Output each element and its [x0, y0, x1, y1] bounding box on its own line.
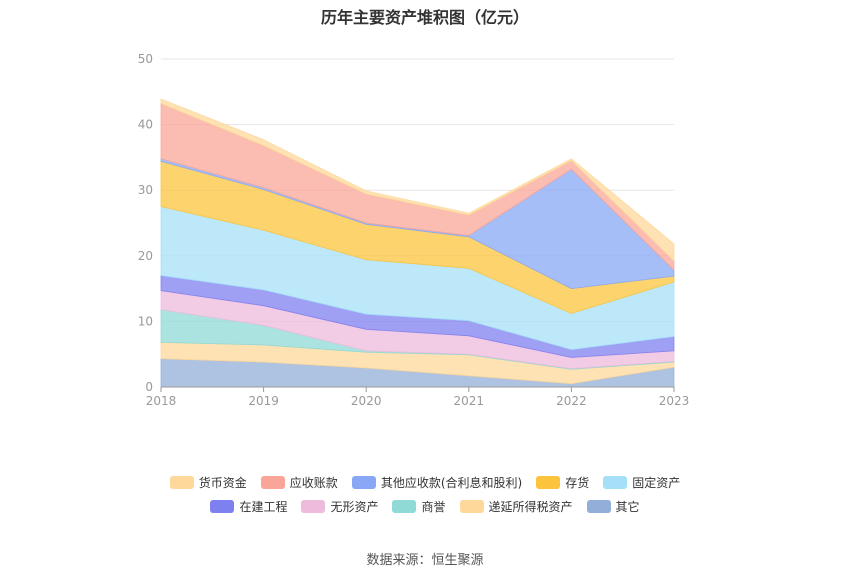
legend-swatch [536, 475, 561, 489]
legend-label: 固定资产 [632, 475, 681, 490]
x-tick-label: 2019 [248, 394, 279, 408]
axes: 0 10 20 30 40 50 2018 2019 2020 2021 2022 2023 [138, 52, 690, 408]
legend-swatch [169, 475, 194, 489]
legend-label: 其它 [615, 499, 640, 514]
y-tick-label: 20 [138, 249, 153, 263]
legend-item[interactable]: 存货 [536, 474, 589, 491]
legend-label: 商誉 [421, 499, 446, 514]
y-tick-label: 0 [145, 380, 153, 394]
legend-swatch [586, 499, 611, 513]
legend-swatch [392, 499, 417, 513]
legend-row: 货币资金 应收账款 其他应收款(合利息和股利) 存货 固定资产 [0, 470, 850, 494]
legend-label: 应收账款 [289, 475, 338, 490]
legend-swatch [351, 475, 376, 489]
legend: 货币资金 应收账款 其他应收款(合利息和股利) 存货 固定资产在建工程 无形资产 商誉 递延所… [0, 470, 850, 518]
legend-item[interactable]: 其它 [586, 498, 640, 515]
legend-label: 其他应收款(合利息和股利) [380, 475, 523, 490]
chart-title: 历年主要资产堆积图（亿元） [320, 8, 529, 27]
legend-swatch [603, 475, 628, 489]
legend-label: 无形资产 [330, 499, 379, 514]
legend-item[interactable]: 在建工程 [210, 498, 287, 515]
stacked-area-chart: 0 10 20 30 40 50 2018 2019 2020 2021 2022 2023 [138, 52, 690, 408]
legend-swatch [459, 499, 484, 513]
x-tick-label: 2020 [351, 394, 382, 408]
legend-item[interactable]: 递延所得税资产 [459, 498, 573, 515]
x-tick-label: 2021 [454, 394, 485, 408]
x-tick-label: 2023 [659, 394, 690, 408]
legend-item[interactable]: 应收账款 [260, 474, 338, 491]
y-tick-label: 30 [138, 183, 153, 197]
legend-label: 存货 [565, 475, 590, 490]
x-tick-label: 2018 [146, 394, 177, 408]
legend-item[interactable]: 商誉 [392, 498, 446, 515]
y-tick-label: 50 [138, 52, 153, 66]
y-tick-label: 10 [138, 314, 153, 328]
source-label: 数据来源：恒生聚源 [366, 553, 484, 568]
legend-swatch [260, 475, 285, 489]
legend-item[interactable]: 其他应收款(合利息和股利) [351, 474, 523, 491]
x-tick-label: 2022 [556, 394, 587, 408]
legend-swatch [301, 499, 326, 513]
legend-label: 货币资金 [198, 475, 247, 490]
legend-label: 递延所得税资产 [488, 499, 573, 514]
y-tick-label: 40 [138, 118, 153, 132]
area-series [160, 98, 675, 388]
legend-swatch [210, 499, 235, 513]
legend-item[interactable]: 固定资产 [603, 474, 680, 491]
legend-item[interactable]: 货币资金 [169, 474, 247, 491]
legend-item[interactable]: 无形资产 [301, 498, 378, 515]
legend-label: 在建工程 [239, 499, 288, 514]
area-series [160, 98, 675, 262]
legend-row: 在建工程 无形资产 商誉 递延所得税资产 其它 [0, 494, 850, 518]
